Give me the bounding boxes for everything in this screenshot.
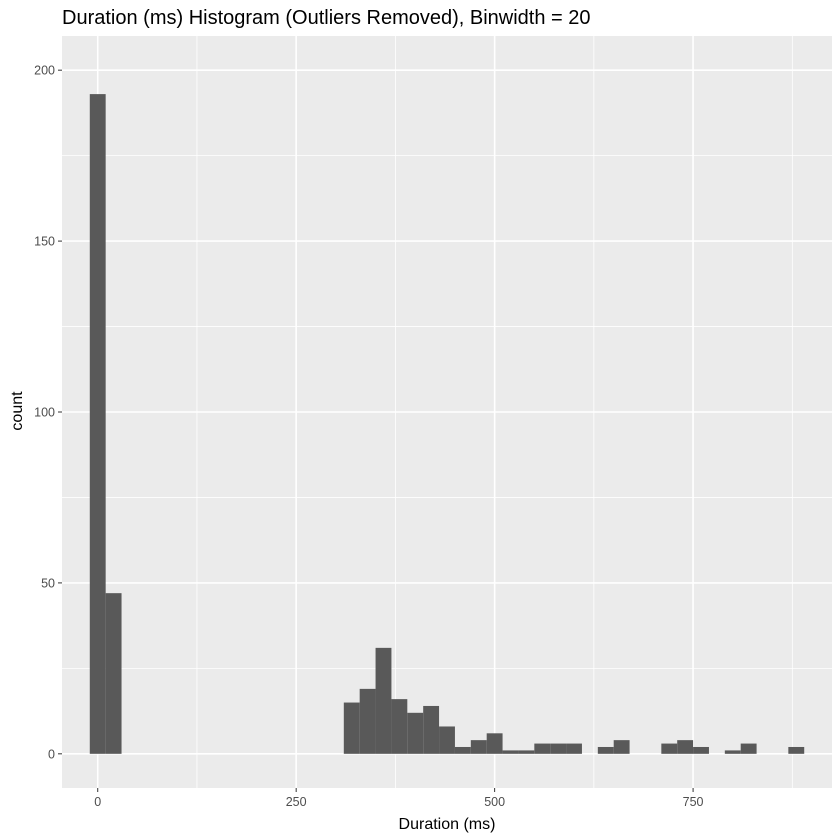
histogram-bar — [566, 743, 582, 754]
x-axis-tick-labels: 0 250 500 750 — [94, 795, 703, 809]
histogram-bar — [677, 740, 694, 754]
histogram-bar — [454, 746, 471, 754]
histogram-bar — [423, 705, 440, 754]
y-tick-label: 150 — [34, 235, 55, 249]
histogram-bar — [375, 647, 392, 754]
histogram-bars — [89, 94, 805, 754]
histogram-bar — [518, 750, 535, 754]
histogram-bar — [391, 699, 408, 754]
x-axis-title: Duration (ms) — [399, 816, 496, 833]
histogram-bar — [661, 743, 678, 754]
histogram-bar — [693, 746, 709, 754]
x-tick-label: 750 — [683, 795, 704, 809]
histogram-bar — [89, 94, 106, 754]
x-tick-label: 500 — [484, 795, 505, 809]
y-axis-tick-labels: 0 50 100 150 200 — [34, 64, 55, 762]
y-axis-title: count — [9, 391, 26, 431]
histogram-bar — [597, 746, 614, 754]
histogram-bar — [740, 743, 757, 754]
y-tick-label: 100 — [34, 406, 55, 420]
y-tick-label: 0 — [48, 747, 55, 761]
histogram-bar — [439, 726, 455, 754]
histogram-bar — [359, 688, 376, 754]
x-tick-label: 0 — [94, 795, 101, 809]
histogram-bar — [613, 740, 630, 754]
histogram-bar — [502, 750, 519, 754]
histogram-bar — [407, 712, 424, 754]
histogram-bar — [788, 746, 805, 754]
histogram-bar — [486, 733, 503, 754]
histogram-bar — [343, 702, 360, 754]
y-tick-label: 200 — [34, 64, 55, 78]
histogram-bar — [470, 740, 487, 754]
histogram-bar — [724, 750, 741, 754]
axis-ticks — [58, 69, 694, 792]
histogram-bar — [550, 743, 567, 754]
chart-title: Duration (ms) Histogram (Outliers Remove… — [62, 7, 591, 29]
histogram-bar — [534, 743, 551, 754]
x-tick-label: 250 — [286, 795, 307, 809]
y-tick-label: 50 — [41, 576, 55, 590]
histogram-bar — [105, 593, 122, 754]
